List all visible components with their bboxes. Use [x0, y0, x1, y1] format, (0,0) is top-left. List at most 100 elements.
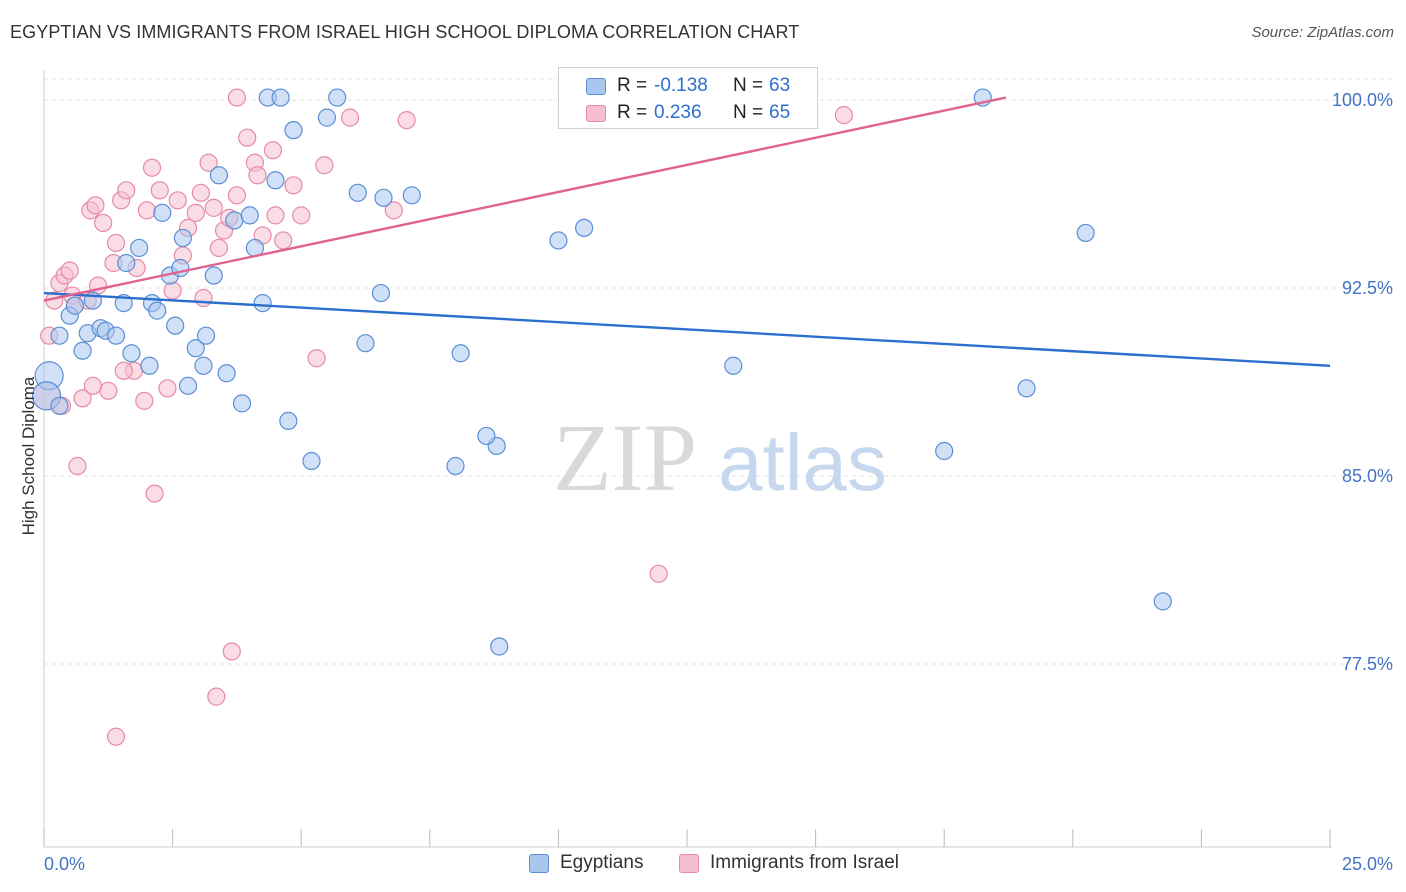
egyptian-data-point[interactable]: [575, 218, 594, 238]
israel-data-point[interactable]: [397, 111, 416, 130]
israel-data-point[interactable]: [274, 231, 293, 250]
egyptian-data-point[interactable]: [240, 206, 259, 225]
egyptian-data-point[interactable]: [50, 396, 69, 415]
israel-data-point[interactable]: [238, 128, 257, 147]
legend-r-label: R =: [617, 102, 648, 123]
egyptian-data-point[interactable]: [1017, 379, 1036, 398]
israel-data-point[interactable]: [209, 238, 228, 258]
egyptian-data-point[interactable]: [490, 637, 509, 656]
egyptian-data-point[interactable]: [317, 108, 337, 127]
israel-data-point[interactable]: [649, 564, 668, 583]
egyptian-data-point[interactable]: [194, 356, 213, 375]
israel-data-point[interactable]: [307, 349, 326, 368]
egyptian-data-point[interactable]: [232, 394, 252, 413]
egyptian-data-point[interactable]: [186, 339, 205, 358]
egyptian-data-point[interactable]: [217, 364, 236, 383]
egyptian-data-point[interactable]: [1076, 223, 1095, 243]
egyptian-data-point[interactable]: [204, 266, 223, 285]
egyptian-data-point[interactable]: [374, 188, 393, 207]
egyptian-data-point[interactable]: [446, 456, 465, 476]
egyptian-data-point[interactable]: [65, 296, 84, 315]
series-swatch-egyptians: [529, 854, 549, 873]
israel-data-point[interactable]: [137, 201, 156, 220]
egyptian-data-point[interactable]: [279, 411, 298, 431]
israel-data-point[interactable]: [83, 376, 102, 395]
egyptian-data-point[interactable]: [173, 228, 192, 248]
egyptian-data-point[interactable]: [284, 121, 303, 140]
israel-data-point[interactable]: [99, 381, 118, 400]
israel-data-point[interactable]: [834, 106, 853, 125]
egyptian-data-point[interactable]: [724, 356, 743, 375]
israel-data-point[interactable]: [150, 181, 169, 200]
israel-data-point[interactable]: [315, 156, 334, 175]
israel-data-point[interactable]: [135, 391, 154, 410]
israel-data-point[interactable]: [68, 456, 87, 476]
israel-data-point[interactable]: [86, 196, 105, 215]
egyptian-data-point[interactable]: [178, 376, 198, 395]
israel-data-point[interactable]: [142, 158, 162, 177]
legend-r-label: R =: [617, 75, 648, 96]
egyptian-trend-line: [43, 291, 1331, 367]
egyptian-data-point[interactable]: [549, 231, 568, 250]
egyptian-data-point[interactable]: [402, 186, 421, 205]
egyptian-data-point[interactable]: [348, 183, 367, 202]
israel-data-point[interactable]: [114, 361, 133, 380]
series-label-israel: Immigrants from Israel: [710, 852, 899, 873]
israel-data-point[interactable]: [73, 389, 92, 408]
y-tick-label: 92.5%: [1342, 278, 1393, 298]
israel-data-point[interactable]: [163, 281, 182, 300]
egyptian-data-point[interactable]: [451, 344, 470, 363]
israel-data-point[interactable]: [191, 183, 210, 202]
israel-data-point[interactable]: [106, 727, 126, 746]
egyptian-data-point[interactable]: [130, 238, 149, 258]
israel-data-point[interactable]: [292, 206, 311, 225]
legend-n-label: N =: [733, 75, 764, 96]
israel-data-point[interactable]: [263, 141, 283, 160]
legend-n-value-egyptians: 63: [769, 75, 791, 96]
israel-data-point[interactable]: [340, 108, 360, 127]
egyptian-data-point[interactable]: [302, 451, 321, 471]
egyptian-data-point[interactable]: [148, 301, 167, 320]
israel-data-point[interactable]: [106, 233, 126, 253]
israel-data-point[interactable]: [158, 379, 177, 398]
israel-data-point[interactable]: [266, 206, 285, 225]
egyptian-data-point[interactable]: [209, 166, 228, 185]
legend-row-israel: R = 0.236 N = 65: [559, 102, 819, 126]
israel-data-point[interactable]: [222, 642, 241, 661]
egyptian-data-point[interactable]: [106, 326, 126, 345]
israel-data-point[interactable]: [384, 201, 403, 220]
israel-data-point[interactable]: [248, 166, 267, 185]
egyptian-data-point[interactable]: [271, 88, 290, 107]
israel-data-point[interactable]: [186, 203, 205, 222]
egyptian-data-point[interactable]: [153, 203, 172, 222]
egyptian-data-point[interactable]: [477, 426, 496, 446]
egyptian-data-point[interactable]: [225, 211, 244, 230]
israel-data-point[interactable]: [145, 484, 164, 503]
israel-data-point[interactable]: [168, 191, 187, 210]
egyptian-data-point[interactable]: [356, 334, 375, 353]
egyptian-data-point[interactable]: [371, 283, 391, 303]
egyptian-data-point[interactable]: [253, 294, 272, 313]
egyptian-data-point[interactable]: [196, 326, 216, 345]
israel-data-point[interactable]: [194, 288, 213, 308]
egyptian-data-point[interactable]: [935, 441, 954, 461]
israel-data-point[interactable]: [207, 687, 226, 706]
egyptian-data-point[interactable]: [122, 344, 141, 363]
egyptian-data-point[interactable]: [328, 88, 347, 107]
israel-data-point[interactable]: [227, 186, 246, 205]
israel-data-point[interactable]: [117, 181, 136, 200]
egyptian-data-point[interactable]: [166, 316, 185, 335]
israel-data-point[interactable]: [199, 153, 218, 172]
israel-data-point[interactable]: [284, 176, 303, 195]
egyptian-data-point[interactable]: [73, 341, 92, 360]
egyptian-data-point[interactable]: [117, 253, 136, 273]
israel-data-point[interactable]: [60, 261, 79, 280]
egyptian-data-point[interactable]: [50, 326, 69, 345]
israel-data-point[interactable]: [204, 198, 223, 217]
israel-data-point[interactable]: [94, 213, 113, 232]
egyptian-data-point[interactable]: [266, 171, 285, 190]
egyptian-data-point[interactable]: [1153, 592, 1172, 611]
egyptian-data-point[interactable]: [140, 356, 159, 375]
israel-data-point[interactable]: [227, 88, 246, 107]
watermark: ZIP atlas: [553, 404, 887, 511]
